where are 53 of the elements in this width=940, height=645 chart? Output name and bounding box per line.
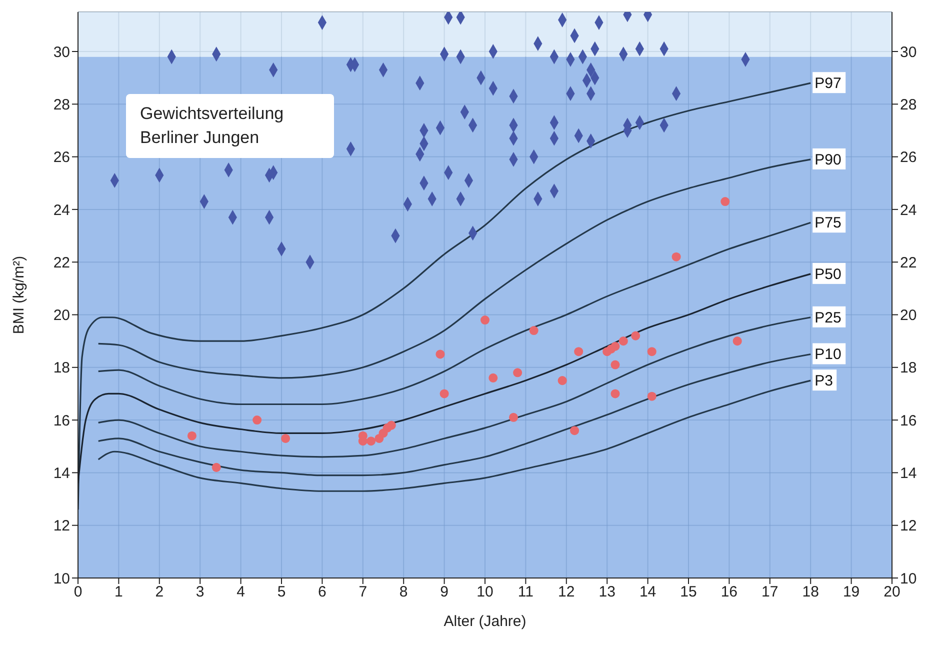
- y2-tick-label: 14: [900, 465, 917, 482]
- y2-tick-label: 18: [900, 360, 917, 377]
- y-tick-label: 14: [53, 465, 70, 482]
- x-tick-label: 17: [762, 584, 778, 601]
- x-tick-label: 18: [802, 584, 819, 601]
- series-label: P25: [814, 309, 842, 326]
- x-tick-label: 5: [277, 584, 286, 601]
- x-tick-label: 0: [74, 584, 82, 601]
- y2-tick-label: 16: [900, 412, 917, 430]
- y-axis-title: BMI (kg/m²): [10, 256, 28, 334]
- y-tick-label: 18: [53, 360, 70, 377]
- x-tick-label: 10: [476, 584, 494, 601]
- series-label: P75: [814, 214, 842, 232]
- y2-tick-label: 12: [900, 518, 917, 535]
- x-tick-label: 12: [558, 584, 575, 601]
- y2-tick-label: 22: [900, 254, 917, 272]
- series-label: P90: [814, 151, 842, 168]
- x-tick-label: 14: [639, 584, 656, 601]
- series-label: P3: [814, 372, 833, 390]
- x-tick-label: 8: [399, 584, 408, 601]
- series-label: P10: [814, 346, 842, 364]
- y-tick-label: 10: [53, 570, 70, 588]
- x-tick-label: 7: [358, 584, 368, 601]
- y-tick-label: 30: [53, 44, 70, 61]
- x-tick-label: 2: [155, 584, 164, 601]
- x-tick-label: 1: [114, 584, 123, 601]
- x-axis-title: Alter (Jahre): [444, 613, 526, 630]
- y-tick-label: 28: [53, 96, 70, 114]
- y2-tick-label: 10: [900, 570, 917, 588]
- y-tick-label: 12: [53, 518, 70, 535]
- y-tick-label: 24: [53, 202, 70, 219]
- x-tick-label: 4: [236, 584, 245, 601]
- x-tick-label: 3: [196, 584, 204, 601]
- series-label: P97: [814, 75, 842, 92]
- x-tick-label: 16: [720, 584, 738, 601]
- x-tick-label: 6: [318, 584, 326, 601]
- y-tick-label: 16: [53, 412, 70, 430]
- x-tick-label: 11: [518, 584, 534, 601]
- y2-tick-label: 26: [900, 149, 917, 166]
- y2-tick-label: 20: [900, 307, 917, 324]
- series-label: P50: [814, 266, 842, 283]
- x-tick-label: 9: [440, 584, 448, 601]
- x-tick-label: 13: [598, 584, 616, 601]
- y2-tick-label: 28: [900, 96, 917, 114]
- y2-tick-label: 24: [900, 202, 917, 219]
- y2-tick-label: 30: [900, 44, 917, 61]
- text: Gewichtsverteilung Berliner Jungen: [140, 103, 285, 149]
- y-tick-label: 22: [53, 254, 70, 272]
- x-tick-label: 20: [884, 584, 900, 601]
- x-tick-label: 19: [842, 584, 860, 601]
- x-tick-label: 15: [680, 584, 697, 601]
- y-tick-label: 20: [53, 307, 70, 324]
- y-tick-label: 26: [53, 149, 70, 166]
